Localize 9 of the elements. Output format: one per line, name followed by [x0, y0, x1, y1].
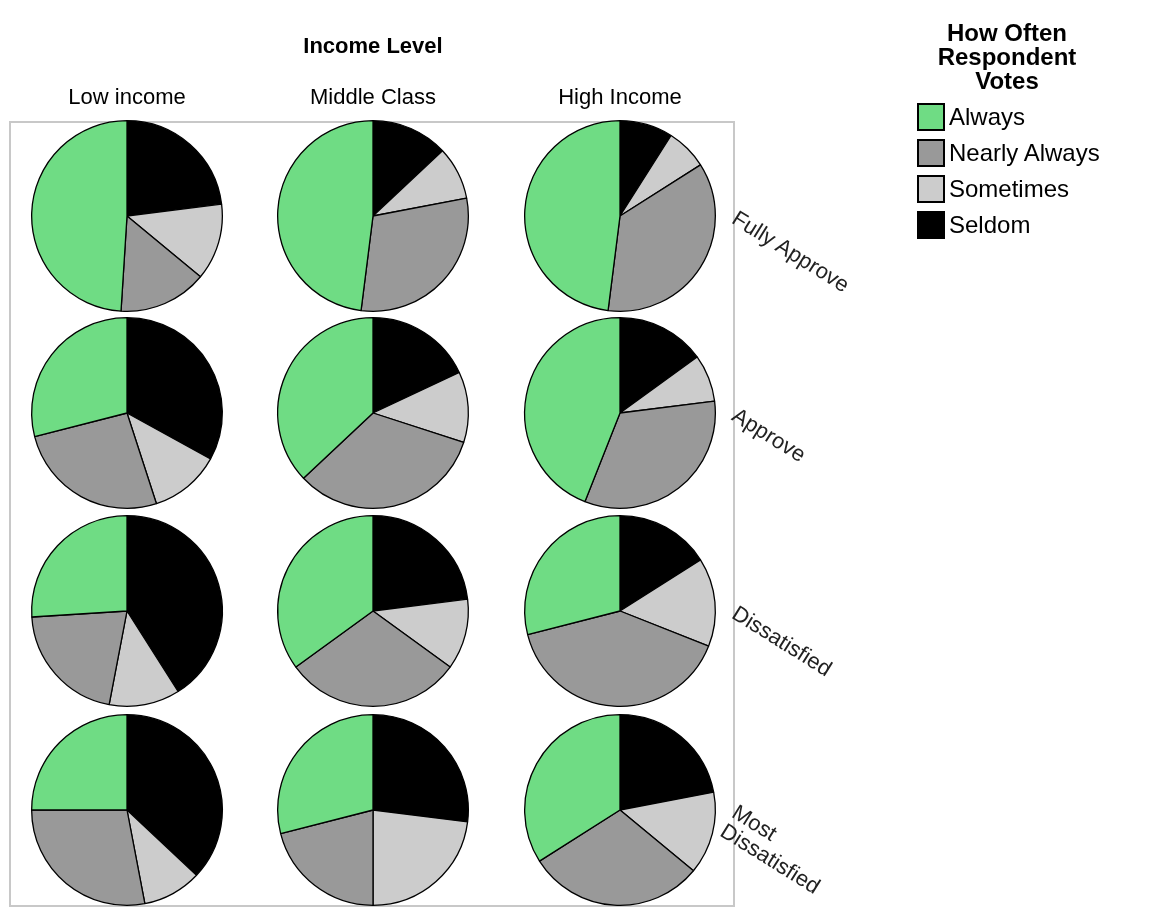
chart-title: Middle Class [309, 84, 437, 110]
legend-label: Seldom [949, 211, 1031, 239]
legend-title: How Often Respondent Votes [936, 19, 1078, 94]
legend-label: Always [949, 103, 1026, 131]
text: Income Level [302, 33, 444, 59]
chart-title: Low income [67, 84, 187, 110]
chart-title: High Income [557, 84, 683, 110]
legend-label: Nearly Always [949, 139, 1100, 167]
legend-label: Sometimes [949, 175, 1070, 203]
